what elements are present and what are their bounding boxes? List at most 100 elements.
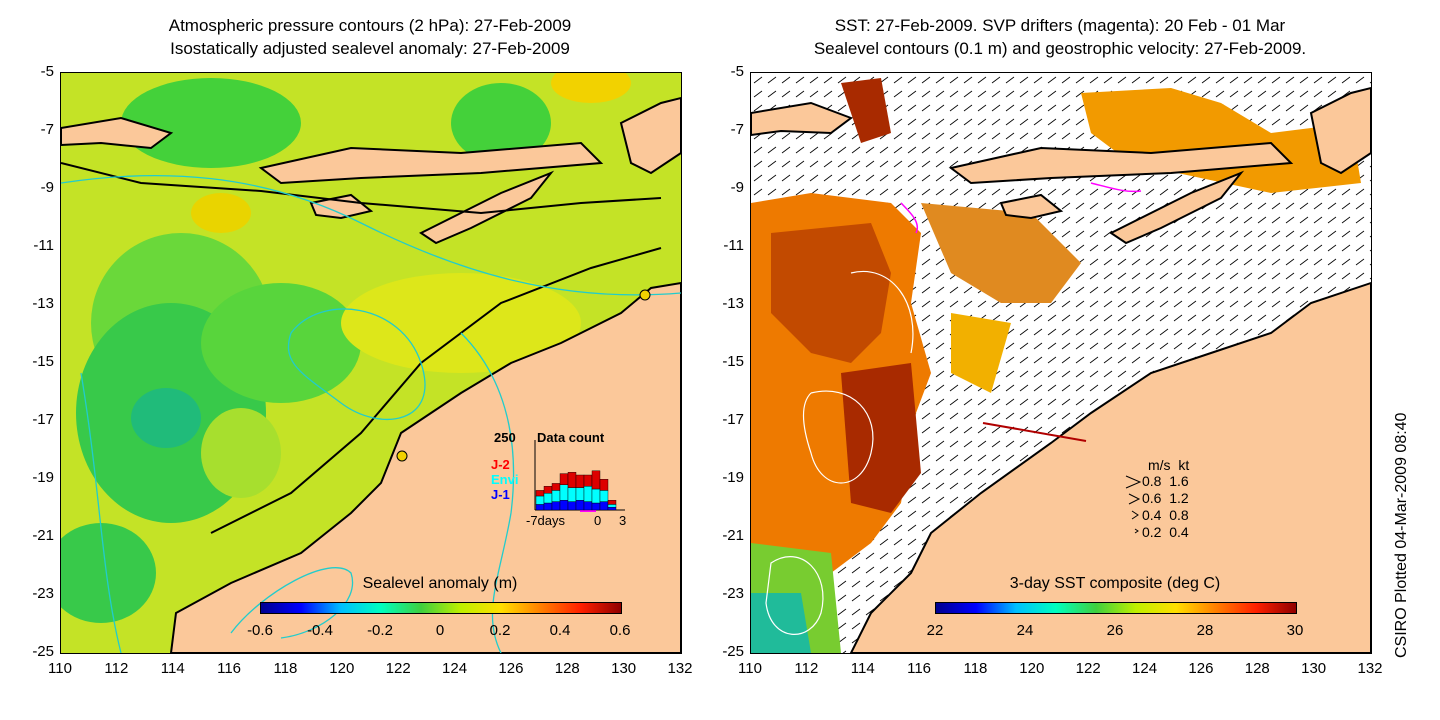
velocity-legend-row: 0.8 1.6 [1142,473,1189,489]
left-x-tick-label: 116 [217,660,242,677]
histogram-bar-j2 [591,470,601,490]
right-colorbar [935,602,1297,614]
data-count-histogram [534,440,625,512]
right-x-tick-label: 126 [1188,660,1214,677]
sst-hot-region [841,78,891,143]
java-land [751,101,854,137]
left-colorbar-tick: -0.4 [307,622,333,639]
left-y-tick-label: -9 [40,179,54,196]
svp-drifter-track[interactable] [982,422,1087,442]
histogram-bar-j2 [535,490,545,497]
histogram-legend-j1: J-1 [491,487,510,502]
velocity-legend-arrows [1125,475,1142,534]
pressure-contour [80,372,122,653]
right-y-tick-label: -15 [722,353,744,370]
right-y-tick-label: -21 [722,527,744,544]
left-colorbar-tick: 0.6 [609,622,631,639]
right-y-tick-label: -23 [722,585,744,602]
right-x-tick-label: 112 [794,660,819,677]
right-colorbar-tick: 24 [1016,622,1034,639]
left-x-tick-label: 132 [667,660,693,677]
islands-land [619,96,681,175]
velocity-legend-row: 0.6 1.2 [1142,490,1189,506]
histogram-bar-envi [583,486,593,502]
sst-patch [921,203,1081,303]
java-land [61,116,174,150]
svp-drifter-track[interactable] [1090,182,1142,193]
left-y-tick-label: -7 [40,121,54,138]
right-x-tick-label: 128 [1244,660,1270,677]
left-y-tick-label: -15 [32,353,54,370]
left-x-tick-label: 124 [442,660,468,677]
left-x-tick-label: 118 [273,660,298,677]
histogram-bar-j1 [559,500,569,511]
right-x-tick-label: 118 [963,660,988,677]
australia-land [169,281,681,653]
histogram-bar-j2 [567,472,577,488]
left-x-tick-label: 126 [498,660,524,677]
sealevel-contour [850,270,914,354]
right-y-tick-label: -17 [722,411,744,428]
histogram-bar-j2 [583,474,593,487]
sst-velocity-map [751,73,1371,653]
credit-text: CSIRO Plotted 04-Mar-2009 08:40 [1393,412,1410,658]
right-x-tick-label: 122 [1075,660,1101,677]
right-x-tick-label: 124 [1132,660,1158,677]
histogram-bar-j2 [543,486,553,494]
right-x-tick-label: 120 [1019,660,1045,677]
right-y-tick-label: -5 [730,63,744,80]
anomaly-patch [191,193,251,233]
histogram-legend-envi: Envi [491,472,519,487]
histogram-bar-envi [607,504,617,508]
histogram-x-label-start: -7days [526,513,566,528]
left-title-line1: Atmospheric pressure contours (2 hPa): 2… [168,16,572,35]
histogram-bar-envi [591,488,601,504]
histogram-bar-j1 [607,506,617,511]
left-colorbar-title: Sealevel anomaly (m) [362,575,518,592]
histogram-x-label-zero: 0 [594,513,602,528]
left-x-tick-label: 114 [160,660,185,677]
left-x-tick-label: 128 [554,660,580,677]
left-colorbar [260,602,622,614]
nusa-tenggara-land [258,141,604,185]
right-colorbar-tick: 26 [1106,622,1124,639]
tide-gauge-marker[interactable] [396,450,408,462]
right-map[interactable] [750,72,1372,654]
histogram-bar-j1 [567,501,577,511]
left-x-tick-label: 130 [611,660,637,677]
right-y-tick-label: -7 [730,121,744,138]
sst-cool-region [751,593,811,653]
sealevel-contour [765,556,824,635]
histogram-x-label-end: 3 [619,513,627,528]
right-colorbar-tick: 22 [926,622,944,639]
right-colorbar-title: 3-day SST composite (deg C) [1009,575,1221,592]
islands-land [1309,86,1371,175]
right-title-line2: Sealevel contours (0.1 m) and geostrophi… [813,39,1307,58]
histogram-max-label: 250 [494,430,516,445]
left-x-tick-label: 112 [104,660,129,677]
left-map[interactable] [60,72,682,654]
arrow-0-6 [1128,493,1141,505]
shelf-contour [61,162,662,215]
left-colorbar-tick: -0.2 [367,622,393,639]
anomaly-patch [61,523,156,623]
right-colorbar-tick: 28 [1196,622,1214,639]
histogram-bar-j1 [551,501,561,511]
timor-land [1109,170,1245,245]
left-y-tick-label: -23 [32,585,54,602]
anomaly-patch [451,83,551,163]
tide-gauge-marker[interactable] [639,289,651,301]
histogram-bar-envi [575,487,585,501]
histogram-legend-j2: J-2 [491,457,510,472]
left-y-tick-label: -17 [32,411,54,428]
histogram-bar-j2 [559,473,569,485]
nusa-tenggara-land [948,141,1294,185]
histogram-bar-envi [551,490,561,502]
histogram-bar-j1 [543,502,553,511]
left-y-tick-label: -13 [32,295,54,312]
histogram-bar-j1 [599,501,609,511]
histogram-bar-j1 [591,502,601,511]
anomaly-patch [131,388,201,448]
left-colorbar-tick: -0.6 [247,622,273,639]
svp-drifter-track[interactable] [900,202,918,234]
